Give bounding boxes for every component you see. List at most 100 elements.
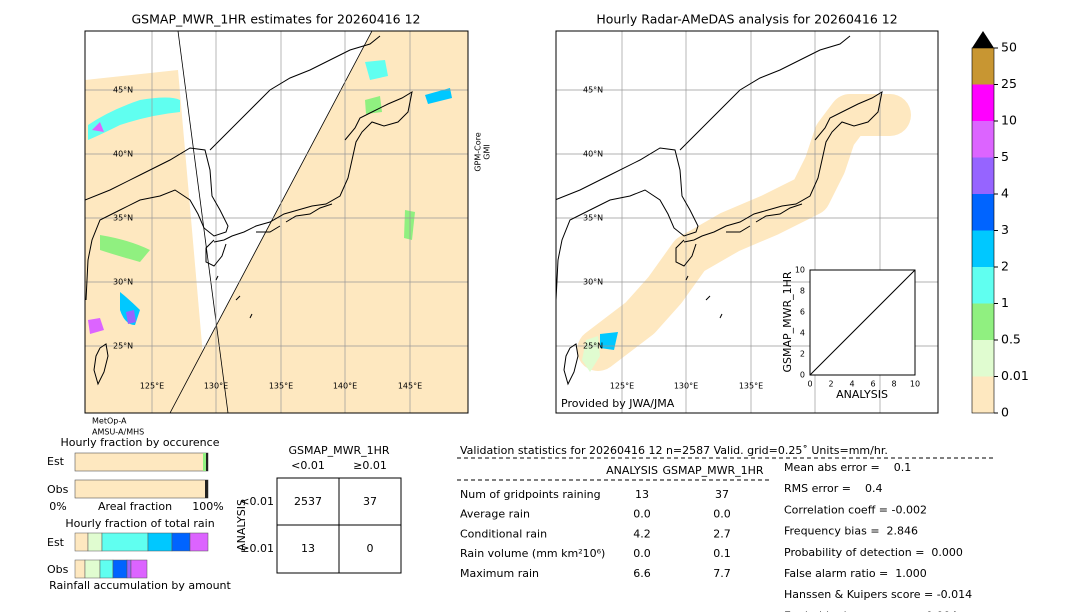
colorbar-extension bbox=[972, 31, 994, 48]
colorbar-segment bbox=[972, 194, 994, 231]
panel-title: Hourly fraction by occurence bbox=[61, 436, 220, 449]
table-cell: 0.1 bbox=[713, 547, 731, 560]
left-map: GSMAP_MWR_1HR estimates for 20260416 12 … bbox=[84, 12, 492, 437]
credit: Provided by JWA/JMA bbox=[561, 397, 675, 410]
map-frame bbox=[555, 30, 939, 414]
score: Equitable threat score = -0.004 bbox=[784, 609, 957, 612]
colorbar-tick-label: 4 bbox=[1001, 186, 1009, 201]
lon-label: 130°E bbox=[204, 382, 228, 391]
table-cell: 13 bbox=[301, 542, 315, 555]
row-label: Maximum rain bbox=[460, 567, 539, 580]
fraction-bar bbox=[203, 453, 206, 471]
panel-footer: Rainfall accumulation by amount bbox=[49, 579, 231, 592]
colorbar-tick-label: 5 bbox=[1001, 149, 1009, 164]
fraction-bar bbox=[74, 452, 209, 472]
table-cell: 0.0 bbox=[713, 508, 731, 521]
fraction-panel: Hourly fraction by occurence Est Obs 0% … bbox=[47, 436, 232, 592]
colorbar-segment bbox=[972, 267, 994, 304]
sensor-label: AMSU-A/MHS bbox=[92, 428, 144, 437]
colorbar-tick-label: 1 bbox=[1001, 295, 1009, 310]
score: Hanssen & Kuipers score = -0.014 bbox=[784, 588, 972, 601]
table-cell: 2.7 bbox=[713, 527, 731, 540]
colorbar-tick-label: 0 bbox=[1001, 405, 1009, 420]
lon-label: 125°E bbox=[610, 382, 634, 391]
colorbar-tick-label: 3 bbox=[1001, 222, 1009, 237]
colorbar-tick-label: 2 bbox=[1001, 259, 1009, 274]
table-cell: 6.6 bbox=[633, 567, 651, 580]
right-map: Hourly Radar-AMeDAS analysis for 2026041… bbox=[555, 12, 939, 414]
inset-y-tick: 6 bbox=[800, 308, 805, 317]
score: Correlation coeff = -0.002 bbox=[784, 503, 927, 516]
row-header: <0.01 bbox=[240, 495, 274, 508]
table-cell: 2537 bbox=[294, 495, 322, 508]
colorbar-segment bbox=[972, 48, 994, 85]
inset-x-tick: 10 bbox=[910, 380, 920, 389]
table-cell: 7.7 bbox=[713, 567, 731, 580]
lon-label: 140°E bbox=[333, 382, 357, 391]
lon-label: 130°E bbox=[674, 382, 698, 391]
rain-patches bbox=[88, 60, 452, 334]
row-header: ≥0.01 bbox=[240, 542, 274, 555]
inset-x-tick: 2 bbox=[828, 380, 833, 389]
lat-label: 25°N bbox=[113, 342, 133, 351]
table-cell: 13 bbox=[635, 488, 649, 501]
inset-x-tick: 8 bbox=[891, 380, 896, 389]
colorbar-tick-label: 50 bbox=[1001, 40, 1017, 55]
score: Mean abs error = 0.1 bbox=[784, 461, 911, 474]
inset-x-tick: 4 bbox=[849, 380, 854, 389]
table-cell: 37 bbox=[715, 488, 729, 501]
lon-label: 135°E bbox=[739, 382, 763, 391]
inset-y-tick: 4 bbox=[800, 329, 805, 338]
colorbar-tick-label: 25 bbox=[1001, 76, 1017, 91]
colorbar-segment bbox=[972, 376, 994, 413]
fraction-bar bbox=[205, 480, 208, 498]
lon-label: 135°E bbox=[269, 382, 293, 391]
row-label: Obs bbox=[47, 563, 69, 576]
table-cell: 0.0 bbox=[633, 508, 651, 521]
inset-y-tick: 10 bbox=[795, 266, 805, 275]
validation-title: Validation statistics for 20260416 12 n=… bbox=[460, 444, 888, 457]
score: Probability of detection = 0.000 bbox=[784, 546, 963, 559]
axis-label: 0% bbox=[49, 500, 66, 513]
row-label: Est bbox=[47, 455, 65, 468]
row-label: Rain volume (mm km²10⁶) bbox=[460, 547, 605, 560]
contingency-table: GSMAP_MWR_1HR <0.01 ≥0.01 ANALYSIS <0.01… bbox=[235, 444, 402, 574]
swath-label: GPM-Core bbox=[474, 132, 483, 171]
inset-xlabel: ANALYSIS bbox=[836, 388, 888, 401]
row-label: Est bbox=[47, 536, 65, 549]
fraction-bar bbox=[74, 479, 209, 499]
colorbar-segment bbox=[972, 121, 994, 158]
row-label: Obs bbox=[47, 483, 69, 496]
fraction-bar bbox=[206, 453, 208, 471]
axis-label: Areal fraction bbox=[98, 500, 172, 513]
column-header: ANALYSIS bbox=[606, 464, 658, 477]
colorbar-tick-label: 10 bbox=[1001, 113, 1017, 128]
inset-y-tick: 8 bbox=[800, 287, 805, 296]
table-cell: 37 bbox=[363, 495, 377, 508]
score: False alarm ratio = 1.000 bbox=[784, 567, 927, 580]
panel-title: Hourly fraction of total rain bbox=[65, 517, 214, 530]
lat-label: 40°N bbox=[583, 150, 603, 159]
score: Frequency bias = 2.846 bbox=[784, 525, 918, 538]
inset-ylabel: GSMAP_MWR_1HR bbox=[781, 271, 794, 372]
row-label: Conditional rain bbox=[460, 527, 547, 540]
score: RMS error = 0.4 bbox=[784, 482, 882, 495]
map-title: Hourly Radar-AMeDAS analysis for 2026041… bbox=[596, 12, 897, 27]
column-header: <0.01 bbox=[291, 459, 325, 472]
total-rain-bars bbox=[74, 532, 209, 579]
lat-label: 25°N bbox=[583, 342, 603, 351]
map-frame bbox=[84, 30, 469, 414]
swath bbox=[170, 31, 468, 413]
lat-label: 30°N bbox=[113, 278, 133, 287]
colorbar-segment bbox=[972, 340, 994, 377]
lat-label: 35°N bbox=[113, 214, 133, 223]
column-header: ≥0.01 bbox=[353, 459, 387, 472]
table-cell: 0.0 bbox=[633, 547, 651, 560]
map-title: GSMAP_MWR_1HR estimates for 20260416 12 bbox=[132, 12, 421, 27]
rain-patch bbox=[600, 332, 618, 350]
column-header: GSMAP_MWR_1HR bbox=[662, 464, 763, 477]
lat-label: 40°N bbox=[113, 150, 133, 159]
swath-label: GMI bbox=[483, 144, 492, 159]
rain-patch bbox=[582, 336, 600, 372]
